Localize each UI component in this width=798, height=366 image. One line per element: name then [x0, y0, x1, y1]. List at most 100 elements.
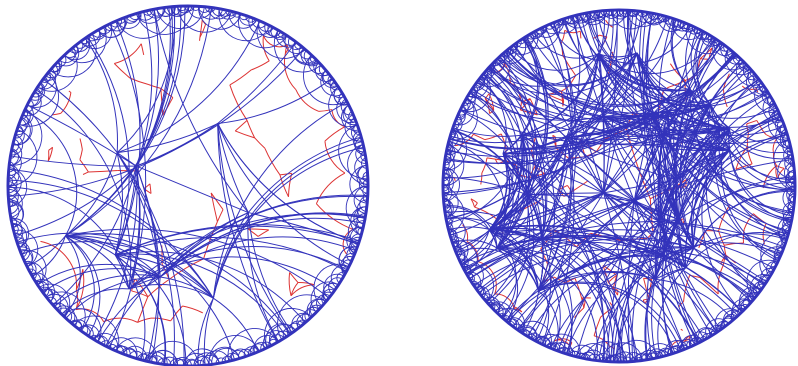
boundary-arc — [444, 129, 468, 171]
boundary-arc — [672, 18, 687, 28]
dual-edge — [700, 58, 709, 60]
dual-edge — [484, 133, 502, 141]
boundary-arc — [468, 87, 476, 97]
boundary-arc — [30, 82, 46, 101]
geodesic-edge — [507, 272, 656, 323]
geodesic-edge — [489, 228, 705, 340]
geodesic-edge — [116, 152, 137, 167]
boundary-arc — [57, 45, 80, 67]
geodesic-edge — [115, 251, 306, 323]
boundary-arc — [304, 306, 319, 322]
boundary-arc — [202, 350, 230, 366]
dual-edge — [563, 191, 572, 197]
boundary-arc — [353, 185, 368, 214]
boundary-arc — [443, 155, 456, 179]
geodesic-edge — [494, 192, 604, 235]
boundary-arc — [787, 201, 794, 215]
dual-edge — [599, 34, 607, 38]
geodesic-edge — [566, 44, 724, 139]
boundary-arc — [322, 70, 336, 85]
geodesic-edge — [135, 165, 160, 362]
geodesic-edge — [636, 52, 691, 91]
boundary-arc — [689, 337, 703, 347]
boundary-arc — [249, 343, 266, 355]
geodesic-edge — [159, 236, 356, 278]
boundary-arc — [218, 9, 237, 20]
boundary-arc — [536, 337, 551, 348]
boundary-arc — [8, 150, 22, 177]
geodesic-edge — [603, 192, 636, 361]
boundary-arc — [221, 355, 234, 363]
boundary-arc — [269, 334, 285, 346]
geodesic-edge — [65, 235, 235, 360]
boundary-arc — [11, 217, 18, 228]
geodesic-edge — [479, 78, 507, 154]
boundary-arc — [486, 54, 506, 74]
boundary-arc — [350, 233, 362, 251]
boundary-arc — [354, 137, 365, 155]
boundary-arc — [767, 95, 775, 106]
geodesic-edge — [116, 7, 176, 153]
geodesic-edge — [489, 192, 604, 231]
boundary-arc — [760, 231, 789, 274]
boundary-arc — [521, 20, 561, 49]
boundary-arc — [288, 37, 303, 51]
geodesic-edge — [685, 189, 795, 269]
geodesic-edge — [449, 112, 655, 150]
dual-edge — [147, 83, 161, 89]
dual-edge — [288, 272, 292, 296]
geodesic-edge — [136, 165, 249, 214]
boundary-arc — [569, 13, 584, 23]
geodesic-edge — [657, 267, 686, 357]
boundary-arc — [490, 304, 500, 314]
geodesic-edge — [116, 21, 261, 154]
geodesic-edge — [550, 24, 638, 62]
dual-edge — [612, 288, 619, 296]
dual-edge — [290, 284, 315, 297]
boundary-arc — [546, 341, 561, 352]
geodesic-edge — [542, 238, 656, 280]
boundary-arc — [9, 148, 19, 166]
left-disk-diagram — [6, 4, 370, 366]
boundary-arc — [276, 30, 287, 38]
geodesic-edge — [65, 233, 291, 335]
dual-edge — [643, 278, 650, 300]
geodesic-edge — [690, 29, 712, 106]
boundary-arc — [711, 327, 721, 336]
boundary-arc — [672, 18, 704, 41]
boundary-arc — [264, 23, 282, 37]
geodesic-edge — [454, 194, 528, 250]
dual-edge — [234, 120, 248, 132]
boundary-arc — [8, 163, 20, 187]
boundary-arc — [443, 183, 453, 203]
geodesic-edge — [116, 152, 185, 366]
boundary-arc — [360, 150, 366, 162]
boundary-arc — [660, 348, 674, 357]
boundary-arc — [465, 91, 474, 102]
dual-edge — [746, 133, 749, 147]
right-disk-diagram — [441, 8, 797, 364]
boundary-arc — [16, 113, 29, 132]
boundary-arc — [732, 53, 745, 65]
boundary-arc — [160, 356, 179, 366]
geodesic-edge — [24, 110, 78, 237]
boundary-arc — [458, 101, 469, 116]
boundary-arc — [157, 357, 172, 365]
boundary-arc — [606, 354, 623, 362]
boundary-arc — [470, 80, 481, 93]
boundary-arc — [490, 304, 504, 317]
boundary-arc — [26, 263, 34, 274]
geodesic-edge — [626, 10, 680, 220]
geodesic-edge — [671, 19, 691, 90]
boundary-arc — [461, 263, 472, 277]
boundary-arc — [297, 319, 307, 328]
geodesic-edge — [533, 32, 599, 59]
boundary-arc — [456, 106, 467, 121]
boundary-arc — [466, 273, 475, 284]
boundary-arc — [341, 259, 352, 274]
boundary-arc — [532, 335, 547, 346]
boundary-arc — [348, 111, 356, 123]
boundary-arc — [17, 241, 31, 261]
geodesic-edge — [658, 221, 718, 333]
boundary-arc — [506, 318, 520, 330]
